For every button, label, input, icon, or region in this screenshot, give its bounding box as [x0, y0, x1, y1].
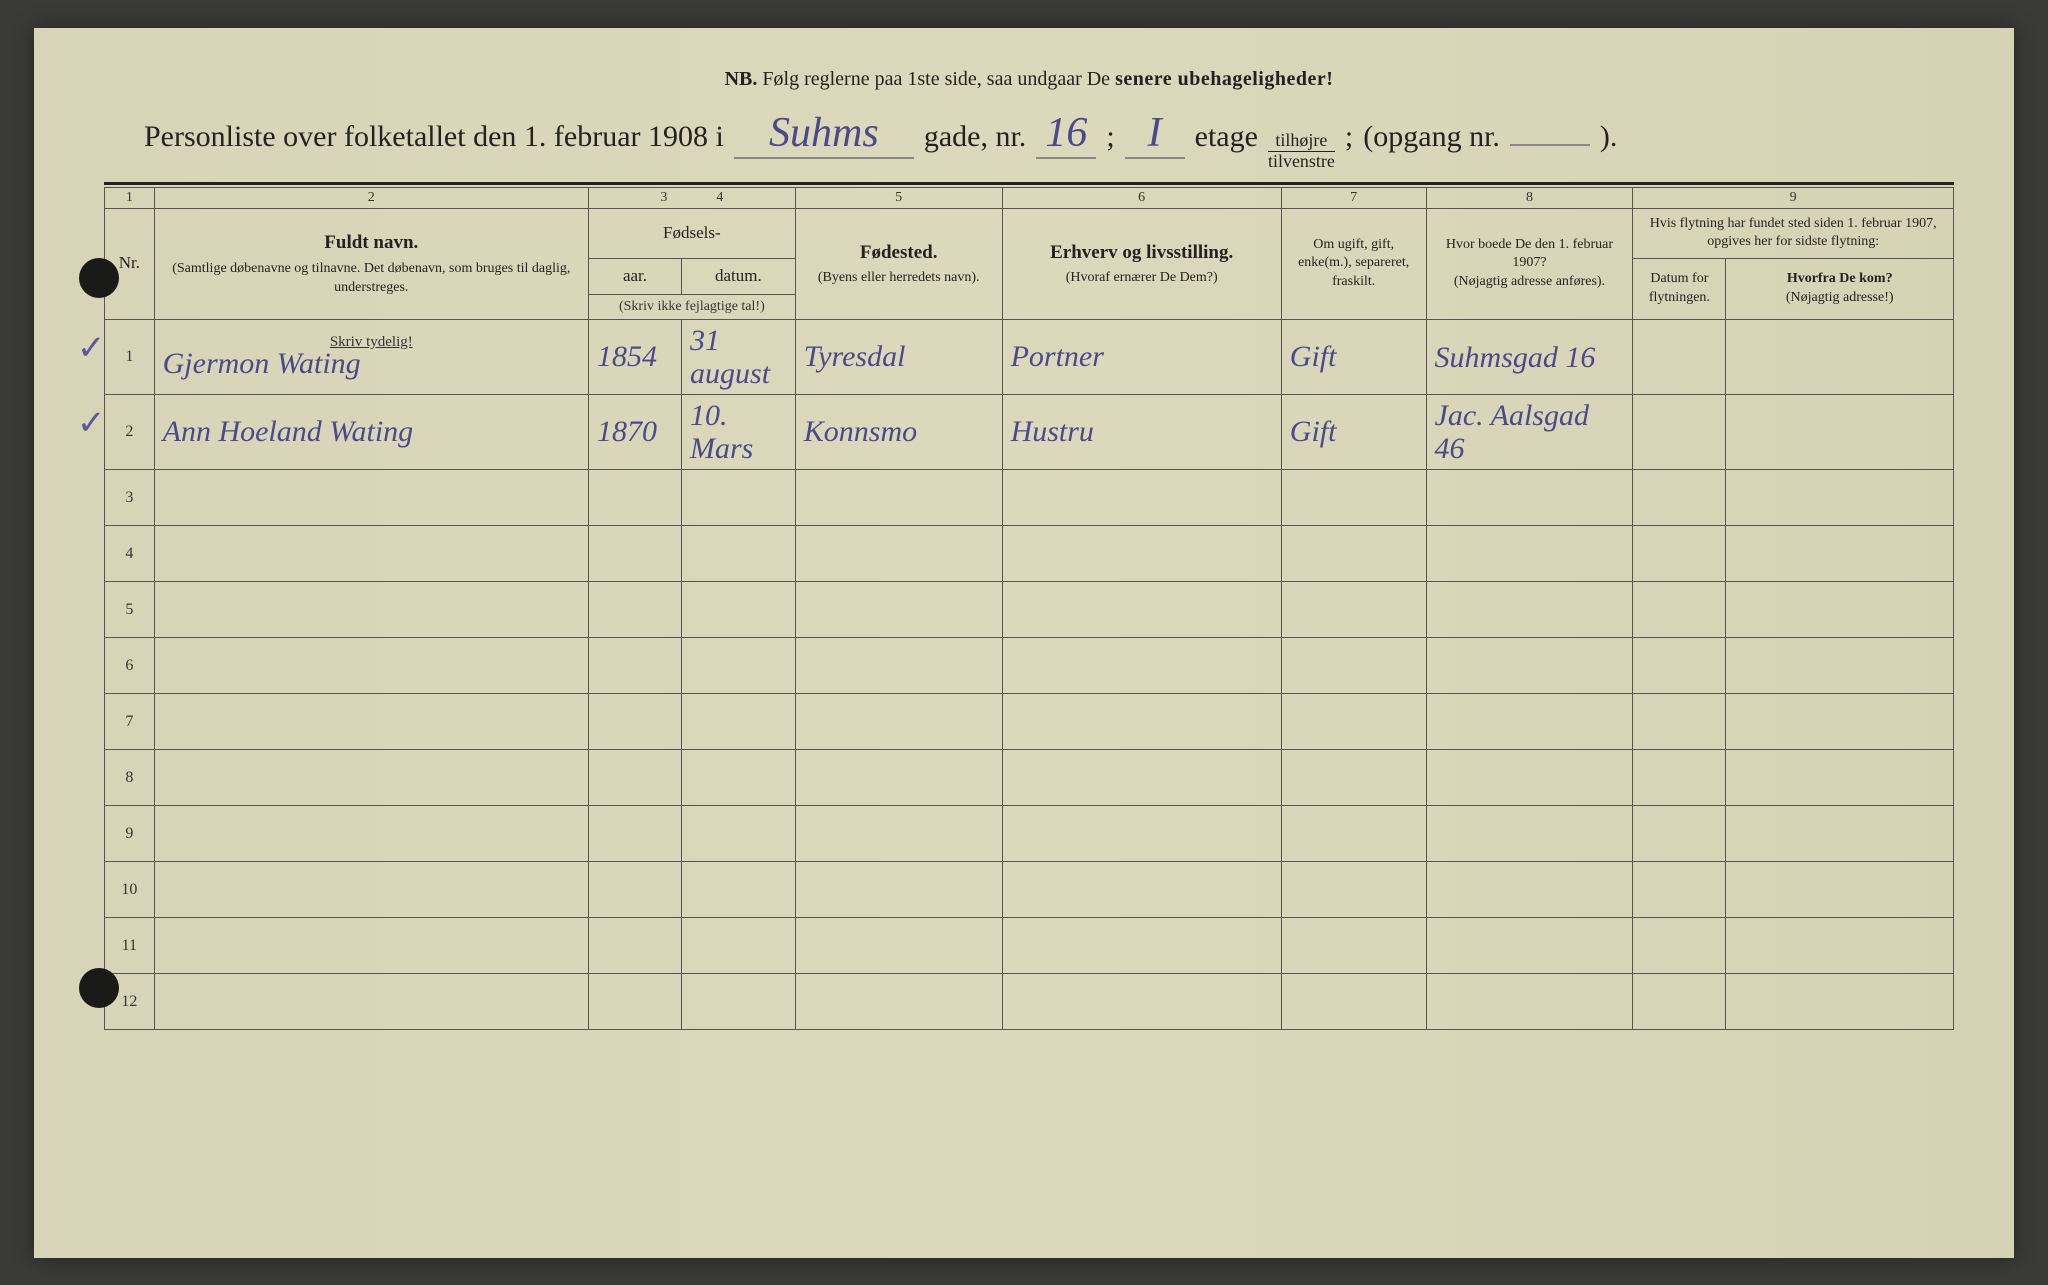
- row-fodested: Konnsmo: [795, 395, 1002, 470]
- form-title: Personliste over folketallet den 1. febr…: [104, 109, 1954, 170]
- row-civil: Gift: [1281, 395, 1426, 470]
- row-nr: 5: [105, 582, 155, 638]
- row-nr: 9: [105, 806, 155, 862]
- row-flyt-hvorfra: [1726, 320, 1954, 395]
- etage-label: etage: [1195, 120, 1258, 154]
- hdr-fodested: Fødested. (Byens eller herredets navn).: [795, 208, 1002, 320]
- row-flyt-datum: [1633, 395, 1726, 470]
- nb-label: NB.: [725, 68, 758, 90]
- semi2: ;: [1345, 120, 1353, 154]
- table-row: ✓1 Skriv tydelig!Gjermon Wating 1854 31 …: [105, 320, 1954, 395]
- check-icon: ✓: [77, 328, 106, 368]
- table-row: 7: [105, 694, 1954, 750]
- semi1: ;: [1106, 120, 1114, 154]
- hdr-flyt-datum: Datum for flytningen.: [1633, 259, 1726, 320]
- hdr-addr1907: Hvor boede De den 1. februar 1907? (Nøja…: [1426, 208, 1633, 320]
- row-nr: 10: [105, 862, 155, 918]
- row-nr: ✓2: [105, 395, 155, 470]
- header-rule: [104, 182, 1954, 185]
- hdr-civil: Om ugift, gift, enke(m.), separeret, fra…: [1281, 208, 1426, 320]
- opgang-label: (opgang nr.: [1363, 120, 1500, 154]
- colnum-2: 2: [154, 187, 588, 208]
- frac-bot: tilvenstre: [1268, 152, 1335, 170]
- table-row: ✓2 Ann Hoeland Wating 1870 10. Mars Konn…: [105, 395, 1954, 470]
- check-icon: ✓: [77, 403, 106, 443]
- row-erhverv: Portner: [1002, 320, 1281, 395]
- row-navn: Skriv tydelig!Gjermon Wating: [154, 320, 588, 395]
- census-table: 1 2 3 4 5 6 7 8 9 Nr. Fuldt navn. (Samtl…: [104, 187, 1954, 1031]
- opgang-val: [1510, 144, 1590, 146]
- table-row: 3: [105, 470, 1954, 526]
- row-nr: 8: [105, 750, 155, 806]
- title-prefix: Personliste over folketallet den 1. febr…: [144, 120, 724, 154]
- row-flyt-datum: [1633, 320, 1726, 395]
- row-navn: Ann Hoeland Wating: [154, 395, 588, 470]
- row-addr1907: Jac. Aalsgad 46: [1426, 395, 1633, 470]
- column-number-row: 1 2 3 4 5 6 7 8 9: [105, 187, 1954, 208]
- table-row: 12: [105, 974, 1954, 1030]
- nb-text: Følg reglerne paa 1ste side, saa undgaar…: [762, 68, 1115, 90]
- nb-bold: senere ubehageligheder!: [1115, 68, 1333, 90]
- census-form-page: NB. Følg reglerne paa 1ste side, saa und…: [34, 28, 2014, 1258]
- row-erhverv: Hustru: [1002, 395, 1281, 470]
- colnum-5: 5: [795, 187, 1002, 208]
- hdr-datum: datum.: [682, 259, 796, 295]
- hdr-flyt-hvorfra: Hvorfra De kom? (Nøjagtig adresse!): [1726, 259, 1954, 320]
- colnum-7: 7: [1281, 187, 1426, 208]
- row-fodested: Tyresdal: [795, 320, 1002, 395]
- colnum-1: 1: [105, 187, 155, 208]
- row-nr: 4: [105, 526, 155, 582]
- row-civil: Gift: [1281, 320, 1426, 395]
- table-row: 5: [105, 582, 1954, 638]
- table-row: 11: [105, 918, 1954, 974]
- table-row: 10: [105, 862, 1954, 918]
- nb-notice: NB. Følg reglerne paa 1ste side, saa und…: [104, 68, 1954, 91]
- gade-label: gade, nr.: [924, 120, 1026, 154]
- row-nr: 6: [105, 638, 155, 694]
- empty-rows: 3 4 5 6 7 8 9 10 11 12: [105, 470, 1954, 1030]
- row-nr: 7: [105, 694, 155, 750]
- table-row: 4: [105, 526, 1954, 582]
- table-row: 6: [105, 638, 1954, 694]
- row-flyt-hvorfra: [1726, 395, 1954, 470]
- frac-top: tilhøjre: [1268, 131, 1335, 152]
- hdr-erhverv: Erhverv og livsstilling. (Hvoraf ernærer…: [1002, 208, 1281, 320]
- colnum-6: 6: [1002, 187, 1281, 208]
- street-name: Suhms: [734, 109, 914, 159]
- row-aar: 1870: [588, 395, 681, 470]
- colnum-9: 9: [1633, 187, 1954, 208]
- hdr-aar: aar.: [588, 259, 681, 295]
- row-aar: 1854: [588, 320, 681, 395]
- floor: I: [1125, 109, 1185, 159]
- data-rows: ✓1 Skriv tydelig!Gjermon Wating 1854 31 …: [105, 320, 1954, 470]
- colnum-34: 3 4: [588, 187, 795, 208]
- row-nr: ✓1: [105, 320, 155, 395]
- punch-hole-top: [79, 258, 119, 298]
- row-datum: 31 august: [682, 320, 796, 395]
- house-nr: 16: [1036, 109, 1096, 159]
- row-datum: 10. Mars: [682, 395, 796, 470]
- hdr-fodsels-note: (Skriv ikke fejlagtige tal!): [588, 295, 795, 320]
- colnum-8: 8: [1426, 187, 1633, 208]
- table-row: 9: [105, 806, 1954, 862]
- hdr-navn: Fuldt navn. (Samtlige døbenavne og tilna…: [154, 208, 588, 320]
- row-nr: 3: [105, 470, 155, 526]
- header-row-1: Nr. Fuldt navn. (Samtlige døbenavne og t…: [105, 208, 1954, 259]
- row-nr: 11: [105, 918, 155, 974]
- side-fraction: tilhøjre tilvenstre: [1268, 131, 1335, 170]
- row-addr1907: Suhmsgad 16: [1426, 320, 1633, 395]
- close-paren: ).: [1600, 120, 1618, 154]
- hdr-flytning: Hvis flytning har fundet sted siden 1. f…: [1633, 208, 1954, 259]
- punch-hole-bottom: [79, 968, 119, 1008]
- table-row: 8: [105, 750, 1954, 806]
- hdr-fodsels: Fødsels-: [588, 208, 795, 259]
